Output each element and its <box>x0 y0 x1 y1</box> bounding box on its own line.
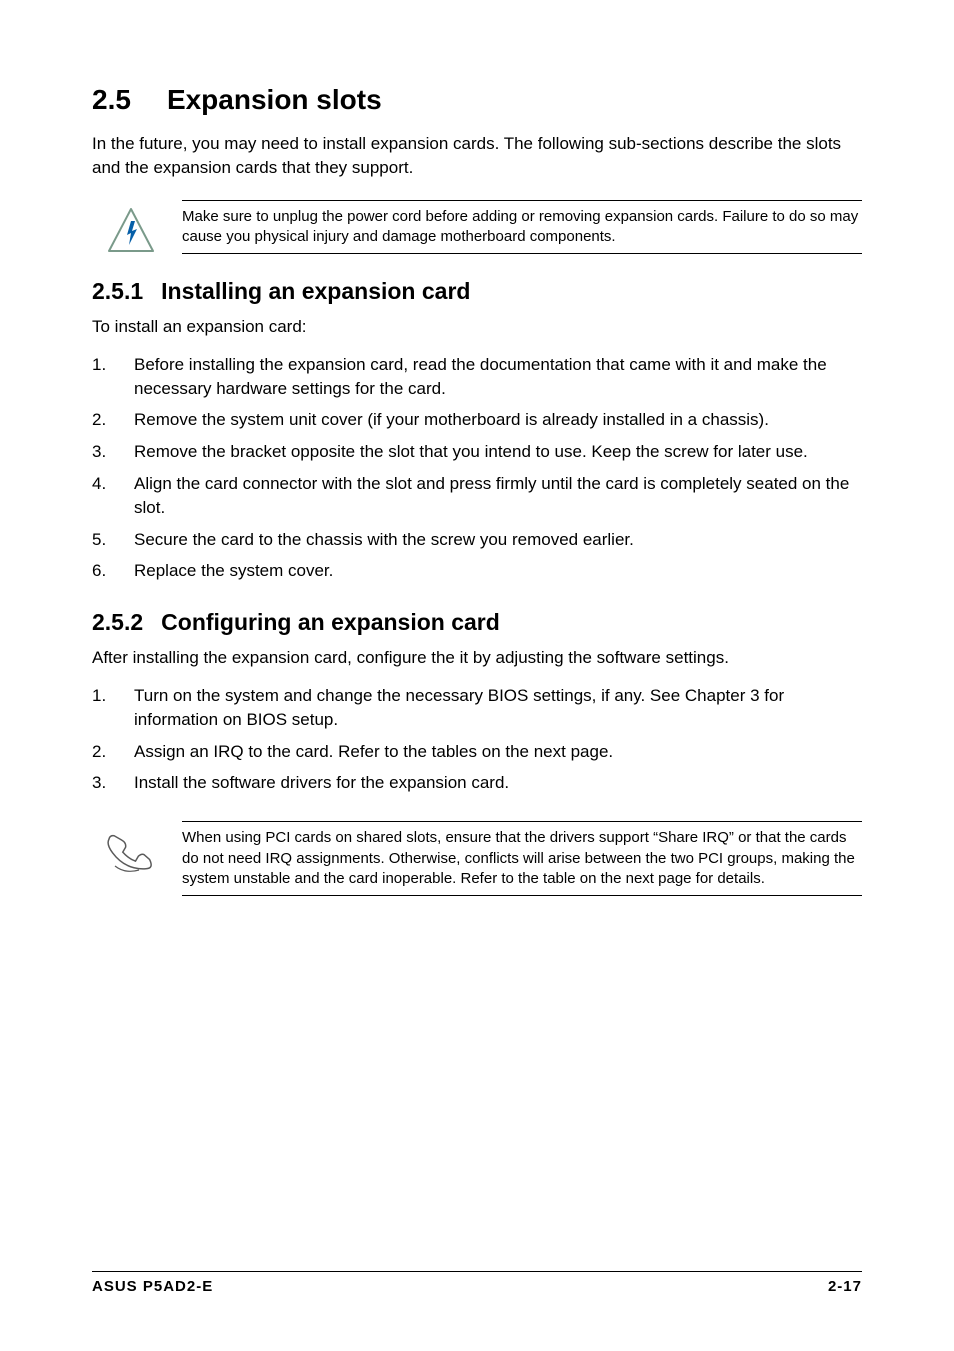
subsection-2-number: 2.5.2 <box>92 609 143 635</box>
section-title: 2.5 Expansion slots <box>92 84 862 116</box>
subsection-1-title: 2.5.1 Installing an expansion card <box>92 278 862 305</box>
list-item: 3.Install the software drivers for the e… <box>92 771 862 795</box>
list-item: 1.Turn on the system and change the nece… <box>92 684 862 732</box>
step-number: 3. <box>92 440 134 464</box>
step-number: 1. <box>92 353 134 401</box>
subsection-1-steps: 1.Before installing the expansion card, … <box>92 353 862 583</box>
list-item: 1.Before installing the expansion card, … <box>92 353 862 401</box>
list-item: 6.Replace the system cover. <box>92 559 862 583</box>
note-icon <box>107 828 155 876</box>
step-text: Remove the bracket opposite the slot tha… <box>134 440 862 464</box>
list-item: 4.Align the card connector with the slot… <box>92 472 862 520</box>
step-text: Align the card connector with the slot a… <box>134 472 862 520</box>
step-number: 2. <box>92 408 134 432</box>
list-item: 5.Secure the card to the chassis with th… <box>92 528 862 552</box>
step-text: Remove the system unit cover (if your mo… <box>134 408 862 432</box>
step-text: Install the software drivers for the exp… <box>134 771 862 795</box>
step-number: 2. <box>92 740 134 764</box>
step-number: 4. <box>92 472 134 520</box>
subsection-2-intro: After installing the expansion card, con… <box>92 646 862 670</box>
footer-left: ASUS P5AD2-E <box>92 1278 213 1295</box>
step-text: Secure the card to the chassis with the … <box>134 528 862 552</box>
step-number: 6. <box>92 559 134 583</box>
warning-text: Make sure to unplug the power cord befor… <box>182 207 862 248</box>
list-item: 2.Assign an IRQ to the card. Refer to th… <box>92 740 862 764</box>
page-footer: ASUS P5AD2-E 2-17 <box>92 1271 862 1295</box>
footer-right: 2-17 <box>828 1278 862 1295</box>
section-title-text: Expansion slots <box>167 84 382 115</box>
note-text: When using PCI cards on shared slots, en… <box>182 828 862 889</box>
note-box: When using PCI cards on shared slots, en… <box>182 821 862 896</box>
subsection-1-title-text: Installing an expansion card <box>161 278 470 304</box>
list-item: 2.Remove the system unit cover (if your … <box>92 408 862 432</box>
subsection-2-steps: 1.Turn on the system and change the nece… <box>92 684 862 795</box>
step-number: 3. <box>92 771 134 795</box>
warning-icon <box>107 207 155 255</box>
subsection-2-title: 2.5.2 Configuring an expansion card <box>92 609 862 636</box>
warning-box: Make sure to unplug the power cord befor… <box>182 200 862 255</box>
step-text: Before installing the expansion card, re… <box>134 353 862 401</box>
subsection-2-title-text: Configuring an expansion card <box>161 609 500 635</box>
list-item: 3.Remove the bracket opposite the slot t… <box>92 440 862 464</box>
step-text: Assign an IRQ to the card. Refer to the … <box>134 740 862 764</box>
step-text: Turn on the system and change the necess… <box>134 684 862 732</box>
step-number: 5. <box>92 528 134 552</box>
subsection-1-intro: To install an expansion card: <box>92 315 862 339</box>
step-text: Replace the system cover. <box>134 559 862 583</box>
step-number: 1. <box>92 684 134 732</box>
intro-paragraph: In the future, you may need to install e… <box>92 132 862 180</box>
subsection-1-number: 2.5.1 <box>92 278 143 304</box>
section-number: 2.5 <box>92 84 131 115</box>
